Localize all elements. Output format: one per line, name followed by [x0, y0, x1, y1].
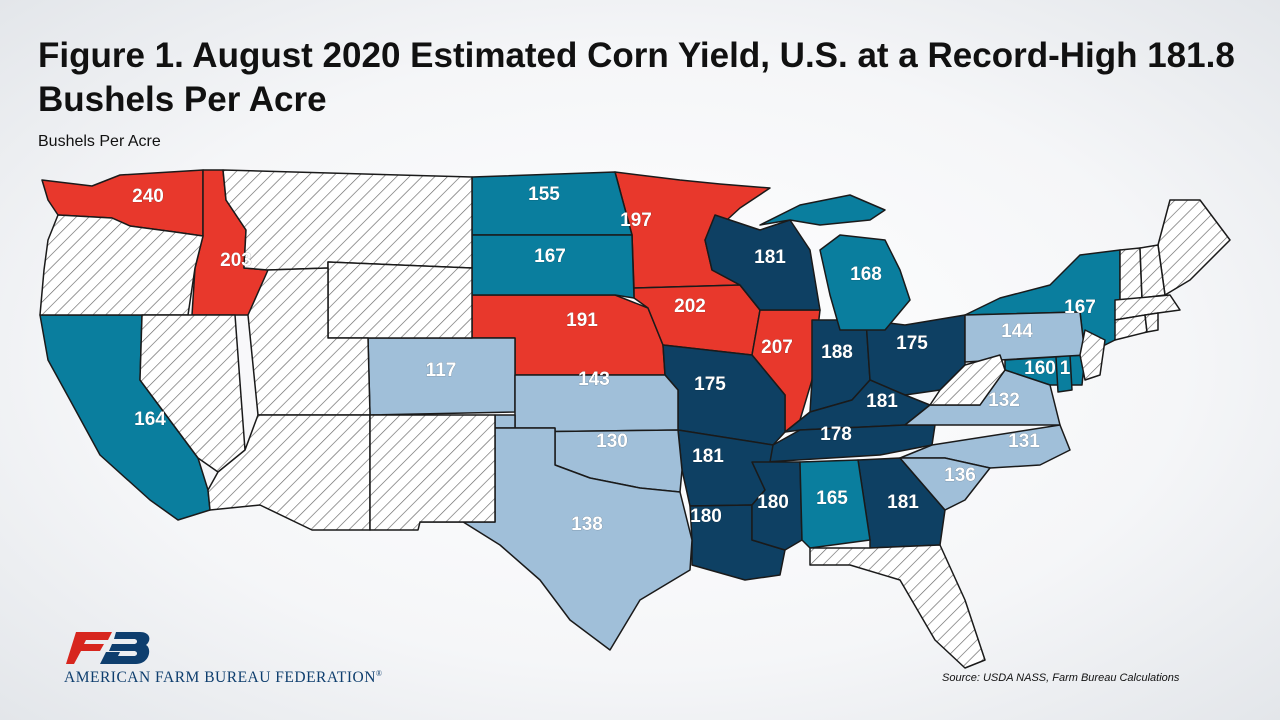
value-label-ms: 180 — [757, 492, 789, 513]
state-al — [799, 459, 871, 549]
value-label-ok: 130 — [596, 431, 628, 452]
value-label-ks: 143 — [578, 369, 610, 390]
value-label-va: 132 — [988, 390, 1020, 411]
value-label-ar: 181 — [692, 446, 724, 467]
state-nm — [369, 414, 496, 531]
value-label-la: 180 — [690, 506, 722, 527]
state-wy — [327, 261, 473, 339]
value-label-ca: 164 — [134, 409, 166, 430]
value-label-ky: 181 — [866, 391, 898, 412]
state-or — [39, 214, 204, 316]
value-label-pa: 144 — [1001, 321, 1033, 342]
state-ut — [247, 267, 371, 416]
organization-name: AMERICAN FARM BUREAU FEDERATION® — [64, 669, 383, 687]
value-label-mo: 175 — [694, 374, 726, 395]
value-label-md: 160 — [1024, 358, 1056, 379]
source-note: Source: USDA NASS, Farm Bureau Calculati… — [942, 672, 1180, 684]
state-me — [1157, 199, 1231, 296]
state-ma — [1114, 294, 1181, 321]
value-label-ia: 202 — [674, 296, 706, 317]
state-mi — [759, 194, 911, 331]
value-label-al: 165 — [816, 488, 848, 509]
value-label-sd: 167 — [534, 246, 566, 267]
state-wi — [704, 214, 821, 311]
state-vt — [1119, 247, 1143, 301]
value-label-sc: 136 — [944, 465, 976, 486]
states-layer — [39, 169, 1231, 669]
page-title: Figure 1. August 2020 Estimated Corn Yie… — [38, 36, 1235, 119]
farm-bureau-logo-icon — [66, 632, 150, 664]
state-mt — [222, 169, 473, 271]
value-label-wa: 240 — [132, 186, 164, 207]
value-label-co: 117 — [426, 360, 457, 381]
state-ri — [1144, 312, 1159, 333]
state-nj — [1079, 329, 1106, 381]
state-sc — [899, 457, 991, 511]
value-label-id: 203 — [220, 250, 252, 271]
value-label-nd: 155 — [528, 184, 560, 205]
state-fl — [809, 544, 986, 669]
value-labels-layer: 240 203 197 191 202 207 181 175 188 175 181 178 181 1… — [132, 184, 1096, 536]
value-label-mi: 168 — [850, 264, 882, 285]
value-label-tn: 178 — [820, 424, 852, 445]
value-label-mn: 197 — [620, 210, 652, 231]
value-label-oh: 175 — [896, 333, 928, 354]
value-label-in: 188 — [821, 342, 853, 363]
state-wv — [929, 354, 1006, 406]
value-label-il: 207 — [761, 337, 793, 358]
value-label-wi: 181 — [754, 247, 786, 268]
value-label-ny: 167 — [1064, 297, 1096, 318]
state-tn — [764, 424, 936, 463]
value-label-ga: 181 — [887, 492, 919, 513]
value-label-nc: 131 — [1008, 431, 1040, 452]
state-ct — [1114, 314, 1148, 341]
value-label-de: 1 — [1060, 358, 1071, 379]
unit-subtitle: Bushels Per Acre — [38, 133, 161, 150]
value-label-ne: 191 — [566, 310, 598, 331]
value-label-tx: 138 — [571, 514, 603, 535]
